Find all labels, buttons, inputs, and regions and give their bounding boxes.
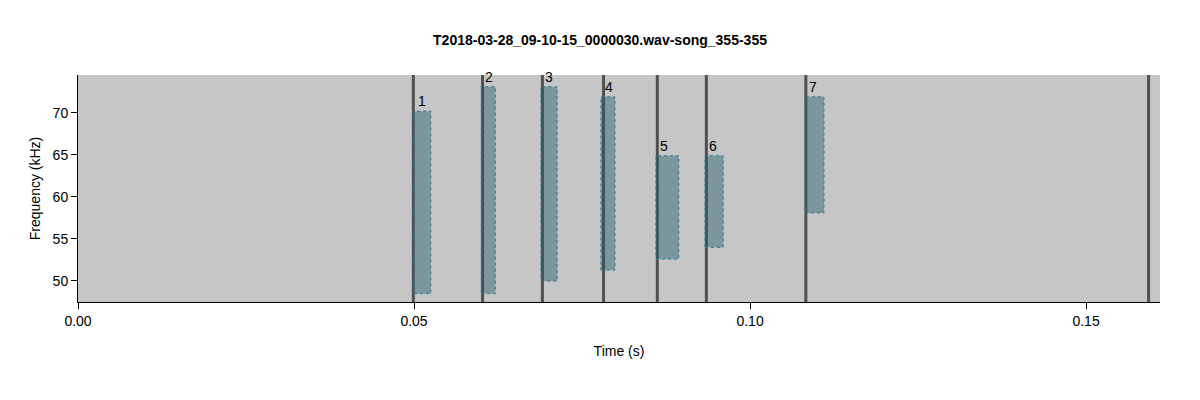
svg-text:6: 6 xyxy=(709,138,717,154)
svg-text:1: 1 xyxy=(418,93,426,109)
svg-text:0.05: 0.05 xyxy=(400,313,427,329)
svg-text:3: 3 xyxy=(545,69,553,85)
svg-text:0.00: 0.00 xyxy=(64,313,91,329)
svg-text:Frequency (kHz): Frequency (kHz) xyxy=(27,137,43,240)
svg-text:7: 7 xyxy=(809,79,817,95)
svg-text:4: 4 xyxy=(605,79,613,95)
svg-text:55: 55 xyxy=(53,231,69,247)
svg-text:65: 65 xyxy=(53,147,69,163)
svg-text:Time (s): Time (s) xyxy=(594,343,645,359)
svg-text:50: 50 xyxy=(53,273,69,289)
svg-text:0.10: 0.10 xyxy=(736,313,763,329)
svg-text:5: 5 xyxy=(660,138,668,154)
svg-text:60: 60 xyxy=(53,189,69,205)
svg-text:70: 70 xyxy=(53,105,69,121)
svg-text:0.15: 0.15 xyxy=(1072,313,1099,329)
svg-text:2: 2 xyxy=(485,69,493,85)
svg-text:T2018-03-28_09-10-15_0000030.w: T2018-03-28_09-10-15_0000030.wav-song_35… xyxy=(433,32,767,48)
